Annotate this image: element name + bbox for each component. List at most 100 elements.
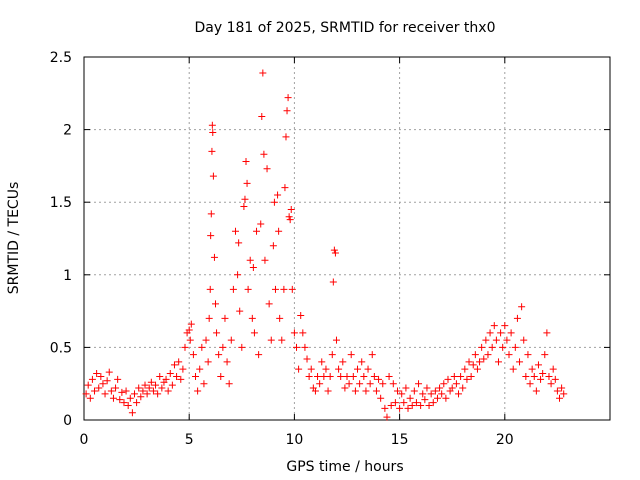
data-point [421,396,429,404]
data-point [198,343,206,351]
data-point [208,147,216,155]
data-point [492,336,500,344]
data-point [518,303,526,311]
data-point [124,401,132,409]
data-point [516,358,524,366]
data-point [162,375,170,383]
data-point [354,365,362,373]
data-point [385,372,393,380]
x-tick-label: 5 [185,432,194,448]
data-point [347,351,355,359]
data-point [494,358,502,366]
data-point [271,285,279,293]
data-point [320,372,328,380]
data-point [137,393,145,401]
data-point [391,399,399,407]
data-point [250,329,258,337]
data-point [415,380,423,388]
data-point [524,351,532,359]
data-point [316,380,324,388]
data-point [114,375,122,383]
data-point [383,413,391,421]
y-tick-label: 0 [63,413,72,429]
data-point [95,384,103,392]
data-point [406,394,414,402]
data-point [501,322,509,330]
data-point [179,365,187,373]
data-point [429,399,437,407]
data-point [257,220,265,228]
data-point [511,343,519,351]
data-point [335,365,343,373]
data-point [128,409,136,417]
data-point [261,256,269,264]
data-point [362,387,370,395]
data-point [545,372,553,380]
data-point [189,351,197,359]
data-point [360,372,368,380]
data-point [326,372,334,380]
data-point [461,365,469,373]
data-point [404,404,412,412]
data-point [158,384,166,392]
data-point [539,370,547,378]
data-point [425,401,433,409]
data-point [243,179,251,187]
data-point [270,198,278,206]
data-point [471,351,479,359]
data-point [258,113,266,121]
data-point [187,320,195,328]
y-axis-label: SRMTID / TECUs [6,182,22,295]
data-point [145,384,153,392]
data-point [170,361,178,369]
data-point [307,365,315,373]
data-point [225,380,233,388]
data-point [204,358,212,366]
data-point [91,387,99,395]
data-point [287,205,295,213]
data-point [143,390,151,398]
data-point [381,404,389,412]
data-point [509,365,517,373]
data-point [217,372,225,380]
data-point [118,388,126,396]
data-point [551,375,559,383]
data-point [427,390,435,398]
data-point [520,336,528,344]
data-point [235,239,243,247]
data-point [522,372,530,380]
data-point [281,184,289,192]
data-point [234,271,242,279]
data-point [207,210,215,218]
data-points [82,69,568,421]
data-point [105,368,113,376]
data-point [147,378,155,386]
data-point [534,361,542,369]
data-point [194,387,202,395]
data-point [330,246,338,254]
data-point [206,285,214,293]
data-point [112,384,120,392]
data-point [337,372,345,380]
data-point [486,329,494,337]
data-point [152,381,160,389]
data-point [207,232,215,240]
data-point [122,387,130,395]
data-point [410,387,418,395]
data-point [149,387,157,395]
data-point [259,69,267,77]
data-point [255,351,263,359]
data-point [402,384,410,392]
data-point [370,372,378,380]
data-point [499,343,507,351]
data-point [459,384,467,392]
data-point [265,300,273,308]
data-point [341,384,349,392]
data-point [141,381,149,389]
data-point [97,372,105,380]
data-point [278,336,286,344]
data-point [419,390,427,398]
data-point [433,394,441,402]
data-point [379,380,387,388]
